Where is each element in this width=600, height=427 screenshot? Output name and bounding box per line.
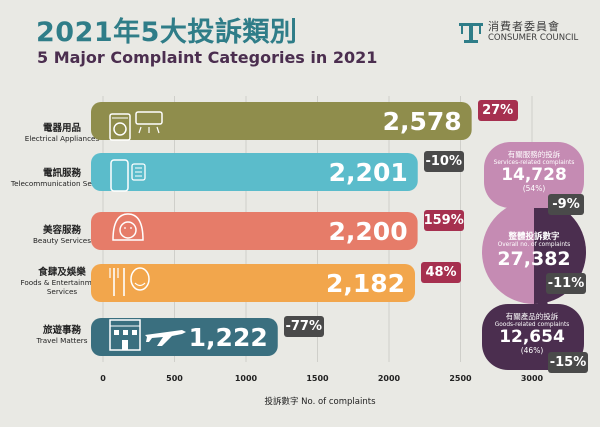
cutlery-icon — [109, 268, 125, 296]
change-pill: -77% — [283, 316, 324, 337]
x-tick-label: 3000 — [521, 374, 544, 383]
washing-machine-icon — [109, 113, 131, 141]
category-en: Travel Matters — [36, 336, 88, 345]
bar-value-label: 1,222 — [189, 323, 268, 352]
goods-title-zh: 有關產品的投訴 — [505, 312, 559, 321]
bar — [91, 212, 418, 250]
airplane-icon — [145, 330, 186, 346]
page-title-english: 5 Major Complaint Categories in 2021 — [37, 48, 378, 67]
services-title-en: Services-related complaints — [493, 160, 575, 166]
total-title-en: Overall no. of complaints — [497, 242, 571, 248]
services-value: 14,728 — [501, 165, 567, 185]
services-title-zh: 有關服務的投訴 — [507, 150, 561, 159]
category-en: Beauty Services — [33, 236, 91, 245]
category-label-telecom: 電訊服務 Telecommunication Services — [6, 165, 118, 188]
theatre-masks-icon — [130, 267, 150, 291]
mobile-phone-icon — [110, 159, 146, 192]
total-value: 27,382 — [497, 248, 571, 270]
bar — [91, 153, 418, 191]
x-axis-ticks: 0 500 1000 1500 2000 2500 3000 — [100, 374, 543, 383]
category-zh: 電器用品 — [42, 123, 81, 134]
category-zh: 美容服務 — [42, 225, 81, 236]
category-label-foods: 食肆及娛樂 Foods & Entertainment Services — [6, 264, 118, 296]
goods-share: (46%) — [520, 346, 544, 355]
goods-bubble-text: 有關產品的投訴 Goods-related complaints 12,654 … — [484, 311, 580, 355]
bar-value-label: 2,201 — [329, 158, 408, 187]
beauty-face-icon — [112, 213, 144, 241]
goods-value: 12,654 — [499, 327, 565, 347]
x-tick-label: 1500 — [306, 374, 329, 383]
bar — [91, 102, 472, 140]
page-title-chinese: 2021年5大投訴類別 — [36, 17, 298, 48]
bar — [91, 264, 416, 302]
goods-title-en: Goods-related complaints — [494, 322, 570, 328]
goods-change-pill: -15% — [548, 352, 588, 373]
x-tick-label: 0 — [100, 374, 106, 383]
services-bubble-text: 有關服務的投訴 Services-related complaints 14,7… — [486, 149, 582, 193]
logo-text-chinese: 消費者委員會 — [488, 20, 560, 33]
category-icons — [109, 111, 186, 351]
services-bubble-tail — [520, 206, 534, 218]
x-tick-label: 1000 — [235, 374, 258, 383]
services-change-pill: -9% — [548, 194, 584, 215]
change-pill: 27% — [477, 100, 518, 121]
change-pill: 48% — [421, 262, 462, 283]
bar-value-label: 2,182 — [326, 269, 405, 298]
category-en: Electrical Appliances — [24, 134, 100, 143]
category-zh: 電訊服務 — [42, 168, 81, 179]
category-label-electrical: 電器用品 Electrical Appliances — [6, 120, 118, 143]
bar — [91, 318, 278, 356]
council-emblem-icon — [459, 23, 483, 43]
category-en: Foods & Entertainment Services — [20, 278, 104, 296]
category-zh: 食肆及娛樂 — [38, 267, 86, 278]
bars-layer — [91, 102, 472, 356]
x-axis-title: 投訴數字 No. of complaints — [264, 397, 376, 407]
hotel-building-icon — [109, 319, 141, 351]
category-label-travel: 旅遊事務 Travel Matters — [6, 322, 118, 345]
category-zh: 旅遊事務 — [42, 325, 81, 336]
x-tick-label: 2000 — [378, 374, 401, 383]
bar-value-label: 2,200 — [329, 217, 408, 246]
air-conditioner-icon — [135, 111, 163, 134]
change-pill: -10% — [423, 151, 464, 172]
category-label-beauty: 美容服務 Beauty Services — [6, 222, 118, 245]
bar-value-label: 2,578 — [383, 107, 462, 136]
value-labels: 2,578 2,201 2,200 2,182 1,222 — [189, 107, 462, 352]
consumer-council-logo: 消費者委員會 CONSUMER COUNCIL — [458, 18, 588, 48]
x-tick-label: 500 — [166, 374, 183, 383]
total-change-pill: -11% — [546, 273, 586, 294]
logo-text-english: CONSUMER COUNCIL — [488, 33, 579, 43]
total-title-zh: 整體投訴數字 — [508, 232, 560, 242]
change-pill: 159% — [423, 210, 464, 231]
services-bubble — [484, 142, 584, 208]
x-tick-label: 2500 — [449, 374, 472, 383]
total-text: 整體投訴數字 Overall no. of complaints 27,382 — [482, 230, 586, 270]
goods-bubble-tail — [536, 294, 548, 306]
services-share: (54%) — [522, 184, 546, 193]
category-en: Telecommunication Services — [10, 179, 114, 188]
